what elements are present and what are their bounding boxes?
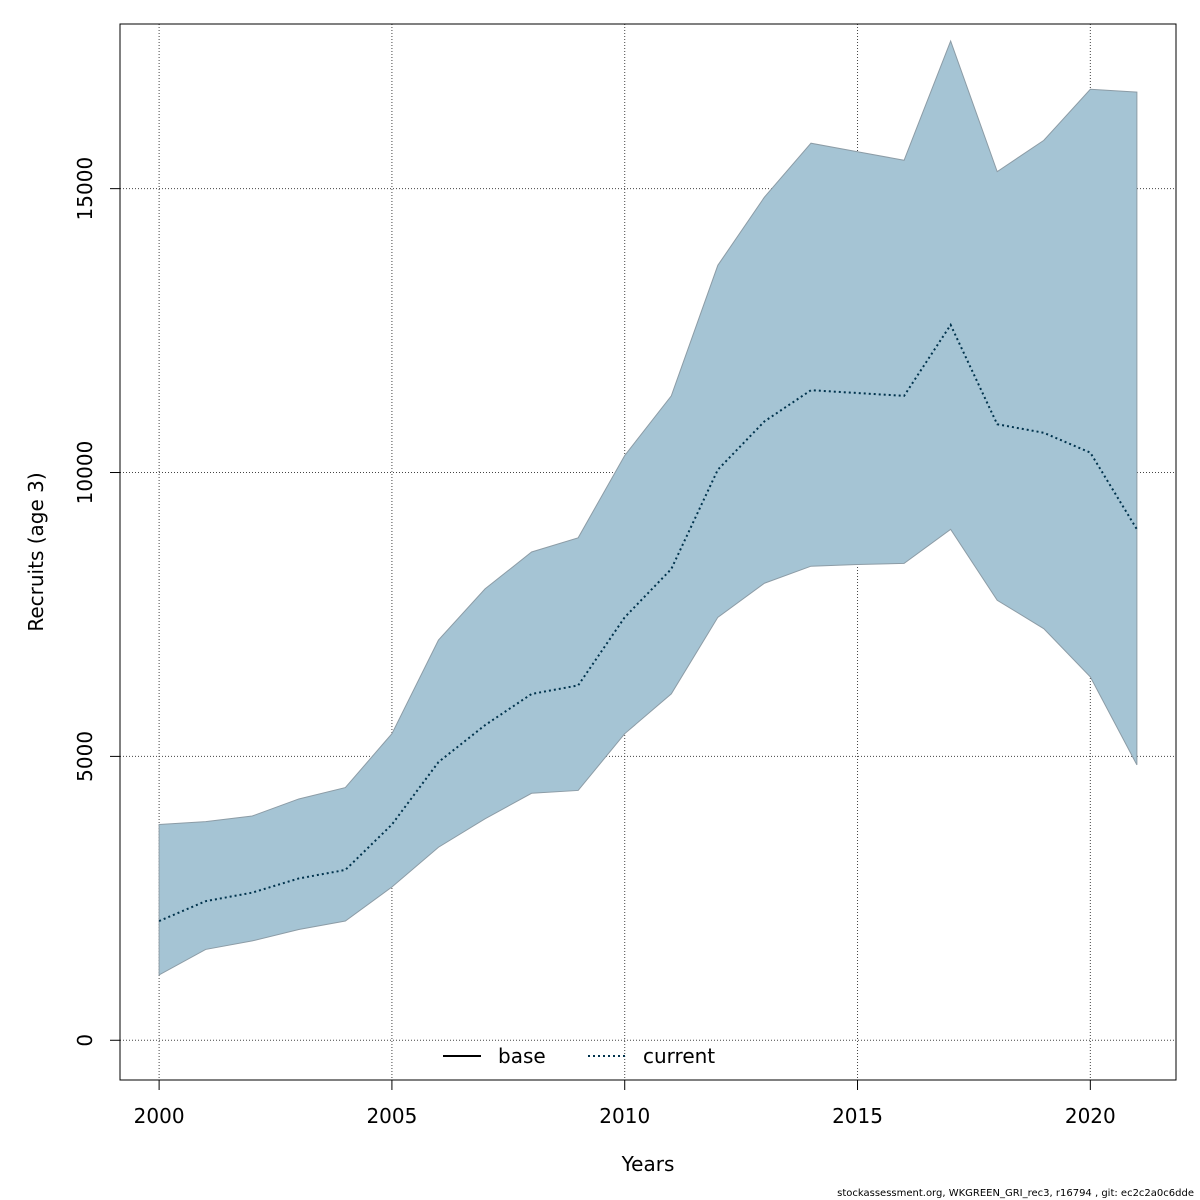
y-tick-label-10000: 10000 (73, 441, 97, 505)
footer-credit: stockassessment.org, WKGREEN_GRI_rec3, r… (837, 1188, 1194, 1199)
y-axis: 0 5000 10000 15000 (73, 157, 120, 1047)
x-tick-label-2010: 2010 (599, 1104, 650, 1128)
y-tick-label-15000: 15000 (73, 157, 97, 221)
plot-border (119, 23, 1177, 1081)
x-tick-label-2000: 2000 (134, 1104, 185, 1128)
legend-label-current: current (643, 1044, 715, 1068)
y-tick-label-0: 0 (73, 1034, 97, 1047)
confidence-band (158, 39, 1138, 976)
x-axis: 2000 2005 2010 2015 2020 (134, 1080, 1116, 1128)
y-tick-label-5000: 5000 (73, 731, 97, 782)
y-axis-label: Recruits (age 3) (24, 472, 48, 631)
x-tick-label-2015: 2015 (832, 1104, 883, 1128)
series-line-current (158, 322, 1138, 922)
x-tick-label-2005: 2005 (366, 1104, 417, 1128)
x-tick-label-2020: 2020 (1065, 1104, 1116, 1128)
legend-label-base: base (498, 1044, 546, 1068)
x-axis-label: Years (621, 1152, 675, 1176)
legend: base current (443, 1044, 715, 1068)
